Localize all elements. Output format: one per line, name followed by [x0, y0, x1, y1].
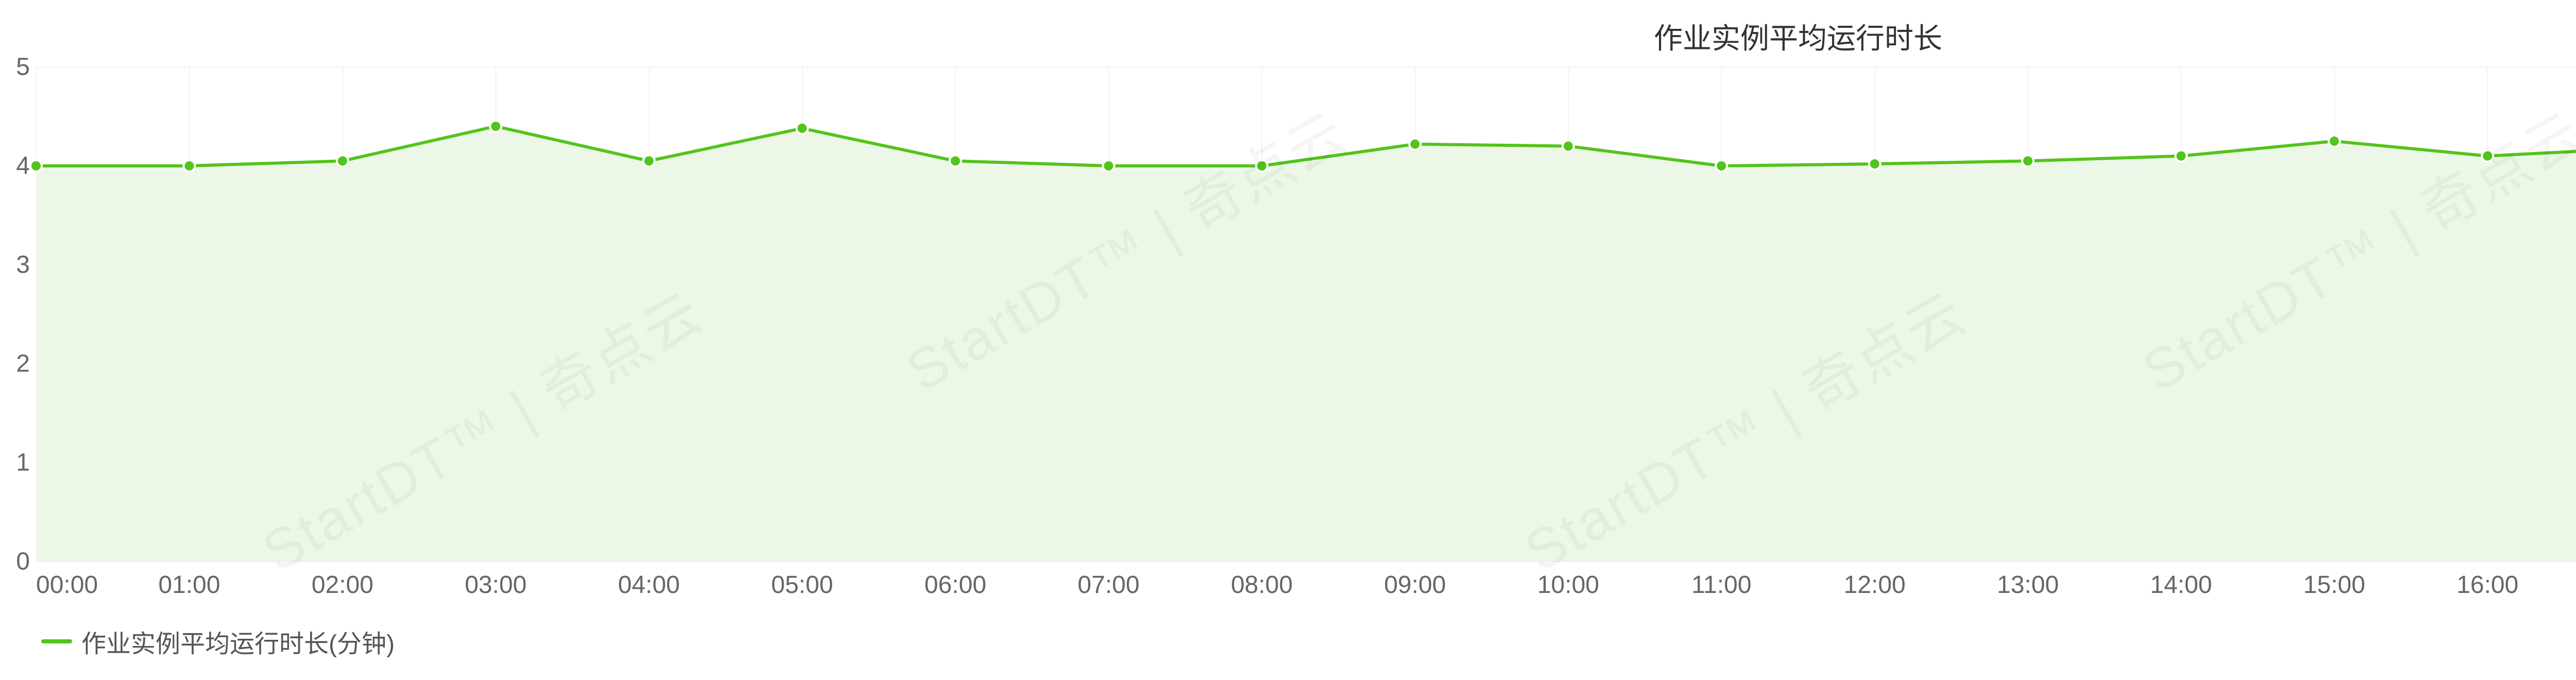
legend-label: 作业实例平均运行时长(分钟) [81, 623, 395, 659]
x-axis-tick-label: 09:00 [1384, 571, 1446, 599]
data-point-marker[interactable] [950, 155, 961, 166]
data-point-marker[interactable] [1256, 160, 1267, 172]
chart-svg [36, 67, 2576, 562]
data-point-marker[interactable] [796, 123, 808, 134]
y-axis-tick-label: 3 [0, 251, 30, 279]
data-point-marker[interactable] [1410, 139, 1421, 150]
x-axis-tick-label: 03:00 [465, 571, 527, 599]
x-axis-tick-label: 12:00 [1844, 571, 1906, 599]
data-point-marker[interactable] [183, 160, 195, 172]
x-axis-tick-label: 08:00 [1231, 571, 1293, 599]
chart-title: 作业实例平均运行时长 [0, 15, 2576, 57]
x-axis-tick-label: 06:00 [924, 571, 986, 599]
data-point-marker[interactable] [1103, 160, 1114, 172]
chart-container: 作业实例平均运行时长 作业实例平均运行时长(分钟) StartDT™ | 奇点云… [0, 0, 2576, 680]
x-axis-tick-label: 05:00 [771, 571, 833, 599]
data-point-marker[interactable] [490, 121, 501, 132]
x-axis-tick-label: 16:00 [2456, 571, 2518, 599]
data-point-marker[interactable] [2175, 150, 2187, 162]
x-axis-tick-label: 02:00 [312, 571, 374, 599]
x-axis-tick-label: 15:00 [2303, 571, 2365, 599]
data-point-marker[interactable] [1869, 158, 1880, 169]
y-axis-tick-label: 2 [0, 350, 30, 378]
x-axis-tick-label: 07:00 [1078, 571, 1140, 599]
x-axis-tick-label: 01:00 [158, 571, 220, 599]
x-axis-tick-label: 13:00 [1997, 571, 2059, 599]
legend: 作业实例平均运行时长(分钟) [41, 623, 395, 659]
x-axis-tick-label: 00:00 [36, 571, 98, 599]
data-point-marker[interactable] [2022, 155, 2033, 166]
y-axis-tick-label: 0 [0, 548, 30, 576]
data-point-marker[interactable] [1716, 160, 1727, 172]
data-point-marker[interactable] [643, 155, 655, 166]
legend-swatch [41, 639, 72, 643]
y-axis-tick-label: 5 [0, 53, 30, 81]
data-point-marker[interactable] [2329, 135, 2340, 147]
x-axis-tick-label: 11:00 [1691, 571, 1752, 599]
data-point-marker[interactable] [1563, 141, 1574, 152]
plot-area [36, 67, 2576, 562]
data-point-marker[interactable] [2482, 150, 2493, 162]
x-axis-tick-label: 14:00 [2150, 571, 2212, 599]
x-axis-tick-label: 10:00 [1537, 571, 1599, 599]
data-point-marker[interactable] [30, 160, 42, 172]
series-area [36, 126, 2576, 562]
x-axis-tick-label: 04:00 [618, 571, 680, 599]
y-axis-tick-label: 4 [0, 152, 30, 180]
data-point-marker[interactable] [337, 155, 348, 166]
y-axis-tick-label: 1 [0, 449, 30, 477]
